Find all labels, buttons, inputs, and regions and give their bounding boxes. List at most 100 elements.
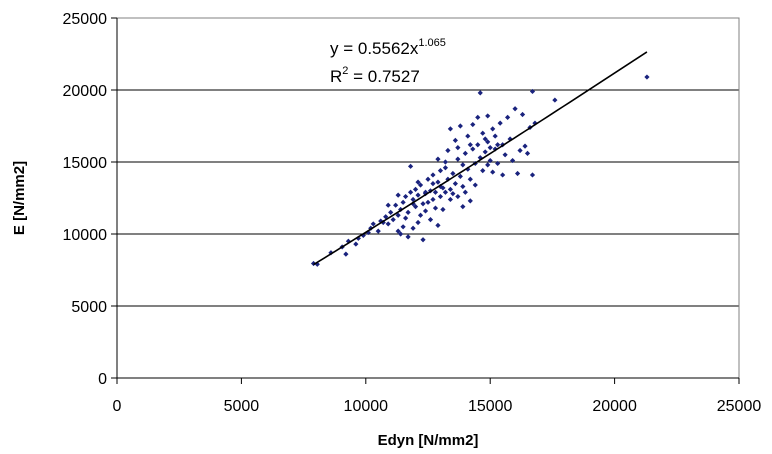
data-point [485, 113, 491, 119]
data-point [457, 173, 463, 179]
data-point [395, 228, 401, 234]
data-point [437, 193, 444, 200]
data-point [375, 228, 381, 234]
data-point [412, 204, 419, 210]
data-point [487, 145, 493, 151]
data-point [490, 126, 496, 132]
equation-main: y = 0.5562x [330, 39, 419, 58]
data-point [495, 160, 501, 167]
data-point [460, 183, 466, 190]
data-point [467, 142, 473, 148]
data-point [400, 224, 406, 230]
data-point [390, 217, 396, 223]
data-point [405, 209, 411, 215]
data-point [420, 201, 426, 207]
data-point [467, 198, 473, 204]
data-point [407, 189, 414, 195]
data-point [470, 146, 476, 152]
power-trendline [313, 51, 648, 266]
data-point [435, 156, 441, 162]
data-point [395, 212, 401, 218]
data-point [427, 217, 434, 223]
data-point [522, 143, 528, 149]
data-point [492, 133, 498, 139]
data-point [452, 181, 458, 187]
data-point [500, 172, 506, 178]
data-point [385, 202, 391, 208]
data-point [370, 221, 376, 227]
plot-area-frame [116, 17, 740, 379]
data-point [430, 172, 436, 178]
data-point [485, 162, 491, 168]
data-point [425, 199, 431, 205]
data-point [644, 74, 650, 80]
data-point [517, 147, 523, 154]
y-axis-title: E [N/mm2] [11, 161, 28, 235]
y-tick-label: 25000 [63, 11, 108, 28]
data-point [524, 150, 531, 156]
data-point [457, 123, 463, 129]
x-tick-label: 25000 [717, 398, 762, 415]
data-point [398, 231, 404, 237]
data-point [445, 147, 451, 154]
data-point [552, 97, 558, 103]
data-point [432, 189, 439, 195]
data-point [410, 196, 416, 203]
data-point [502, 152, 508, 158]
trendline-equation: y = 0.5562x1.065 [330, 37, 446, 58]
y-tick-label: 0 [98, 371, 107, 388]
data-point [345, 238, 351, 244]
x-tick-label: 10000 [344, 398, 389, 415]
data-point [467, 176, 473, 182]
data-point [447, 126, 453, 132]
data-point [450, 191, 456, 197]
data-point [343, 251, 349, 257]
data-point [470, 121, 476, 128]
data-point [440, 206, 446, 213]
data-point [509, 157, 516, 164]
data-point [480, 168, 486, 174]
r2-value: = 0.7527 [348, 67, 419, 86]
data-point [490, 169, 496, 175]
data-point [440, 185, 446, 191]
equation-exponent: 1.065 [418, 37, 446, 49]
data-point [442, 189, 449, 195]
data-point [455, 193, 461, 200]
data-point [417, 182, 424, 188]
data-point [435, 179, 441, 185]
data-point [400, 199, 406, 205]
data-point [388, 209, 394, 215]
gridlines [117, 17, 739, 307]
x-axis-title: Edyn [N/mm2] [378, 432, 479, 449]
data-point [455, 145, 461, 151]
data-point [447, 196, 453, 203]
y-tick-label: 20000 [63, 83, 108, 100]
data-point [487, 157, 493, 164]
x-tick-label: 5000 [224, 398, 260, 415]
data-point [430, 181, 436, 187]
data-point [529, 172, 536, 178]
data-point [450, 170, 456, 177]
data-point [460, 162, 466, 168]
data-point [310, 260, 317, 267]
r-squared: R2 = 0.7527 [330, 65, 420, 86]
data-point [455, 156, 461, 162]
data-point [415, 219, 421, 226]
data-point [420, 237, 426, 243]
data-point [497, 120, 503, 126]
data-point [480, 130, 486, 136]
data-point [403, 193, 409, 200]
data-point [415, 192, 421, 198]
data-point [415, 179, 421, 185]
data-point [477, 155, 483, 161]
data-point [485, 139, 491, 145]
data-point [353, 241, 359, 247]
data-points [310, 74, 650, 267]
x-tick-label: 15000 [468, 398, 513, 415]
data-point [512, 106, 518, 112]
data-point [495, 142, 501, 148]
r2-symbol: R [330, 67, 342, 86]
data-point [442, 165, 449, 171]
